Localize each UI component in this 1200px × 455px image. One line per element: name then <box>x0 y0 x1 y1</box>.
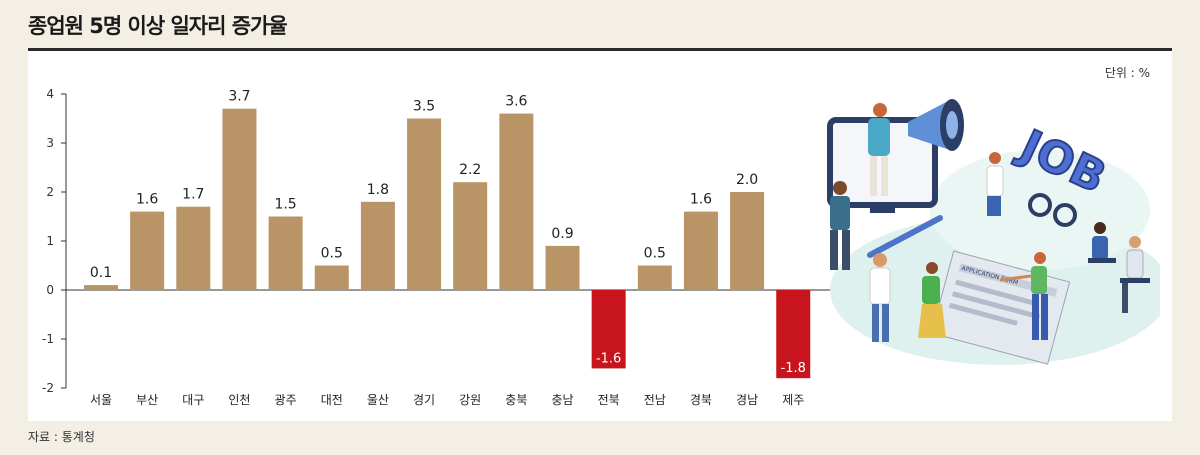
bar-value-label: 2.0 <box>736 172 758 188</box>
category-label: 충북 <box>505 393 527 407</box>
bar <box>730 192 765 290</box>
bar-value-label: 3.6 <box>505 94 527 110</box>
chart-title: 종업원 5명 이상 일자리 증가율 <box>28 14 288 38</box>
unit-label: 단위 : % <box>1104 66 1150 80</box>
bar-value-label: 3.7 <box>228 89 250 105</box>
category-label: 경기 <box>413 393 435 407</box>
category-label: 울산 <box>367 393 389 407</box>
bar <box>130 211 165 290</box>
y-tick-label: 3 <box>46 136 54 150</box>
y-tick-label: -1 <box>42 332 54 346</box>
bar-value-label: 1.5 <box>274 197 296 213</box>
bar <box>176 206 211 290</box>
bar <box>776 290 811 379</box>
category-label: 제주 <box>782 393 804 407</box>
category-label: 충남 <box>551 393 573 407</box>
bar-value-label: -1.6 <box>596 351 621 366</box>
bar-value-label: 1.8 <box>367 182 389 198</box>
bar <box>360 201 395 290</box>
bar <box>683 211 718 290</box>
category-label: 대전 <box>321 393 343 407</box>
bar-value-label: -1.8 <box>781 361 806 376</box>
category-label: 광주 <box>275 393 297 407</box>
bar <box>314 265 349 290</box>
bar <box>591 290 626 369</box>
y-tick-label: 1 <box>46 234 54 248</box>
category-label: 인천 <box>228 392 250 407</box>
bar-value-label: 0.9 <box>551 226 573 242</box>
bar <box>84 285 118 290</box>
category-label: 부산 <box>136 393 158 407</box>
bar-value-label: 1.6 <box>690 192 712 208</box>
y-tick-label: -2 <box>42 381 54 395</box>
title-rule <box>28 48 1172 51</box>
bar-value-label: 2.2 <box>459 162 481 178</box>
bar <box>453 182 488 290</box>
category-label: 경남 <box>736 393 758 407</box>
bar-value-label: 0.5 <box>321 246 343 262</box>
category-label: 경북 <box>690 393 712 407</box>
bar-value-label: 0.1 <box>90 265 112 281</box>
bar-value-label: 3.5 <box>413 99 435 115</box>
bar <box>499 113 534 290</box>
bar-value-label: 1.6 <box>136 192 158 208</box>
y-tick-label: 0 <box>46 283 54 297</box>
job-illustration: JOB APPLICATION FORM <box>827 99 1160 365</box>
bar-value-label: 0.5 <box>644 246 666 262</box>
bar <box>407 118 442 290</box>
bar <box>268 216 303 290</box>
bar-value-label: 1.7 <box>182 187 204 203</box>
category-label: 강원 <box>459 393 481 407</box>
bar <box>637 265 672 290</box>
bar <box>545 245 580 290</box>
category-label: 서울 <box>90 393 112 407</box>
bar <box>222 108 257 290</box>
category-label: 대구 <box>182 393 204 407</box>
category-label: 전북 <box>598 393 620 407</box>
source-note: 자료 : 통계청 <box>28 430 95 444</box>
y-tick-label: 4 <box>46 87 54 101</box>
category-label: 전남 <box>644 393 666 407</box>
y-tick-label: 2 <box>46 185 54 199</box>
